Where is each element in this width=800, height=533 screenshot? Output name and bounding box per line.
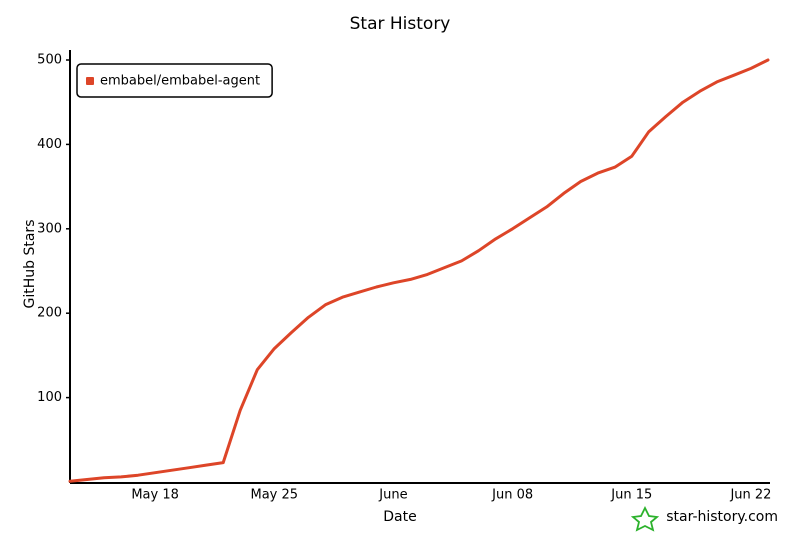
y-tick-label: 400 [37, 137, 62, 152]
x-axis-title: Date [383, 509, 416, 525]
x-tick-label: June [378, 488, 407, 503]
series-line [68, 58, 770, 483]
y-tick-label: 100 [37, 390, 62, 405]
x-tick-label: Jun 15 [610, 488, 652, 503]
watermark: star-history.com [666, 509, 778, 525]
x-tick-label: Jun 22 [729, 488, 771, 503]
legend-box [76, 63, 273, 98]
watermark-icon [630, 505, 660, 532]
x-tick-label: Jun 08 [491, 488, 533, 503]
x-tick-label: May 25 [251, 488, 299, 503]
y-tick-label: 200 [37, 306, 62, 321]
x-tick-label: May 18 [131, 488, 179, 503]
y-tick-label: 500 [37, 53, 62, 68]
legend-label: embabel/embabel-agent [100, 74, 260, 89]
y-tick-label: 300 [37, 221, 62, 236]
y-axis-title: GitHub Stars [22, 220, 38, 309]
legend-swatch [86, 77, 94, 85]
chart-title: Star History [350, 14, 451, 34]
